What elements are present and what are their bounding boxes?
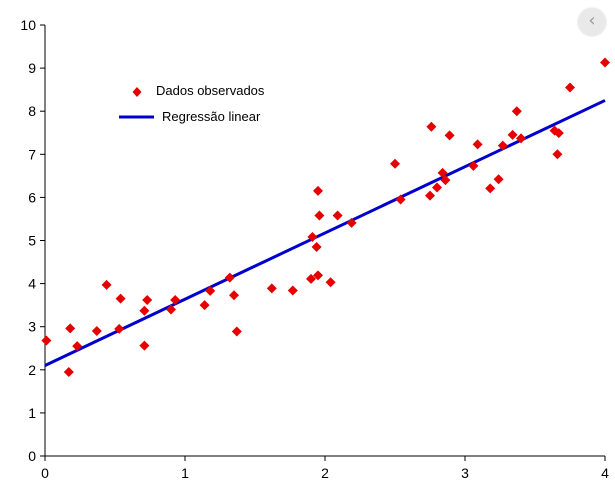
regression-line	[44, 99, 606, 367]
y-tick-label: 8	[28, 103, 36, 119]
legend-marker-diamond	[132, 87, 142, 97]
x-tick-label: 4	[601, 465, 609, 481]
x-tick-label: 1	[181, 465, 189, 481]
data-point	[493, 174, 504, 185]
data-point	[516, 133, 526, 144]
data-point	[72, 341, 83, 352]
data-point	[313, 270, 323, 281]
data-point	[114, 323, 125, 334]
chevron-left-icon[interactable]: ‹	[578, 8, 606, 36]
data-point	[440, 175, 451, 186]
legend: Dados observados Regressão linear	[112, 73, 289, 131]
data-point	[266, 283, 277, 294]
data-points	[41, 57, 610, 377]
y-tick-label: 5	[28, 233, 36, 249]
y-tick-label: 2	[28, 362, 36, 378]
data-point	[553, 128, 564, 139]
data-point	[63, 366, 74, 377]
legend-box	[112, 73, 289, 131]
data-point	[426, 121, 437, 132]
data-point	[600, 57, 610, 68]
data-point	[307, 232, 318, 243]
data-point	[468, 160, 479, 171]
y-tick-label: 0	[28, 448, 36, 464]
data-point	[231, 326, 242, 337]
data-point	[287, 285, 298, 296]
data-point	[507, 129, 518, 140]
x-tick-label: 0	[41, 465, 49, 481]
data-point	[346, 217, 357, 228]
data-point	[199, 300, 210, 311]
data-point	[170, 294, 181, 305]
data-point	[444, 130, 455, 141]
x-tick-label: 3	[461, 465, 469, 481]
y-tick-label: 1	[28, 405, 36, 421]
data-point	[311, 241, 322, 252]
y-tick-label: 10	[20, 17, 36, 33]
data-point	[552, 149, 563, 160]
data-point	[511, 106, 522, 117]
data-point	[41, 335, 52, 346]
data-point	[224, 272, 235, 283]
data-point	[325, 277, 336, 288]
data-point	[166, 304, 176, 315]
data-point	[314, 210, 325, 221]
legend-label-observed: Dados observados	[156, 83, 265, 98]
data-point	[115, 293, 126, 304]
data-point	[390, 158, 400, 169]
data-point	[65, 323, 76, 334]
data-point	[432, 182, 442, 193]
data-point	[139, 305, 150, 316]
tick-labels: 0 1 2 3 4 5 6 7 8 9 10 0 1 2 3 4	[20, 17, 609, 481]
data-point	[229, 290, 239, 301]
data-point	[142, 294, 153, 305]
data-point	[306, 273, 316, 284]
data-point	[437, 167, 448, 178]
data-point	[139, 340, 150, 351]
data-point	[497, 140, 508, 151]
data-point	[565, 82, 575, 93]
regression-line-layer	[44, 99, 606, 367]
data-point	[425, 190, 435, 201]
data-point	[313, 185, 323, 196]
y-tick-label: 9	[28, 60, 36, 76]
y-tick-label: 3	[28, 319, 36, 335]
data-point	[395, 194, 406, 205]
y-tick-label: 4	[28, 276, 36, 292]
data-point	[472, 139, 483, 150]
x-tick-label: 2	[321, 465, 329, 481]
data-point	[332, 210, 343, 221]
y-tick-label: 7	[28, 146, 36, 162]
data-point	[485, 183, 496, 194]
data-point	[91, 326, 102, 337]
data-point	[205, 285, 216, 296]
axes	[40, 24, 606, 461]
legend-label-regression: Regressão linear	[162, 109, 261, 124]
y-tick-label: 6	[28, 189, 36, 205]
data-point	[101, 279, 112, 290]
